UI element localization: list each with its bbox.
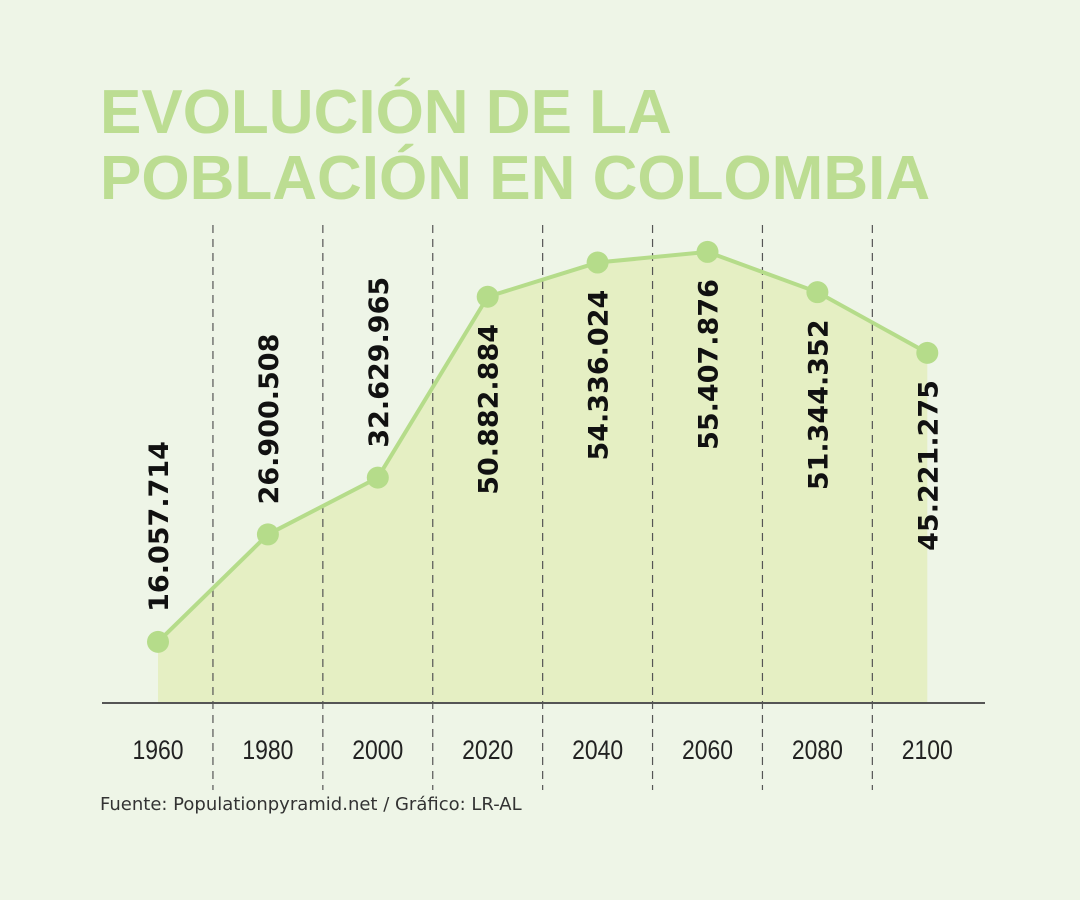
data-label: 16.057.714 <box>144 441 175 612</box>
data-point <box>147 630 169 653</box>
x-tick-label: 2020 <box>462 735 513 765</box>
x-tick-label: 2040 <box>572 735 623 765</box>
x-tick-label: 1960 <box>132 735 183 765</box>
x-tick-label: 2100 <box>902 735 953 765</box>
data-point <box>366 466 389 489</box>
data-point <box>256 523 279 546</box>
data-point <box>586 251 609 274</box>
title-line-1: EVOLUCIÓN DE LA <box>100 78 672 147</box>
data-label: 45.221.275 <box>913 380 944 551</box>
data-label: 54.336.024 <box>584 290 615 461</box>
data-label: 51.344.352 <box>803 319 834 490</box>
x-tick-label: 1980 <box>242 735 293 765</box>
title-line-2: POBLACIÓN EN COLOMBIA <box>100 144 931 213</box>
data-point <box>476 285 499 308</box>
data-point <box>806 281 829 304</box>
data-label: 32.629.965 <box>364 277 395 448</box>
source-note: Fuente: Populationpyramid.net / Gráfico:… <box>100 794 522 815</box>
data-label: 26.900.508 <box>254 334 285 505</box>
data-point <box>916 341 939 364</box>
data-label: 55.407.876 <box>694 279 725 450</box>
x-tick-label: 2060 <box>682 735 733 765</box>
series-line <box>156 249 929 644</box>
data-point <box>696 240 719 263</box>
data-label: 50.882.884 <box>474 324 505 495</box>
x-tick-label: 2000 <box>352 735 403 765</box>
x-tick-label: 2080 <box>792 735 843 765</box>
chart-title: EVOLUCIÓN DE LA POBLACIÓN EN COLOMBIA <box>100 82 930 214</box>
